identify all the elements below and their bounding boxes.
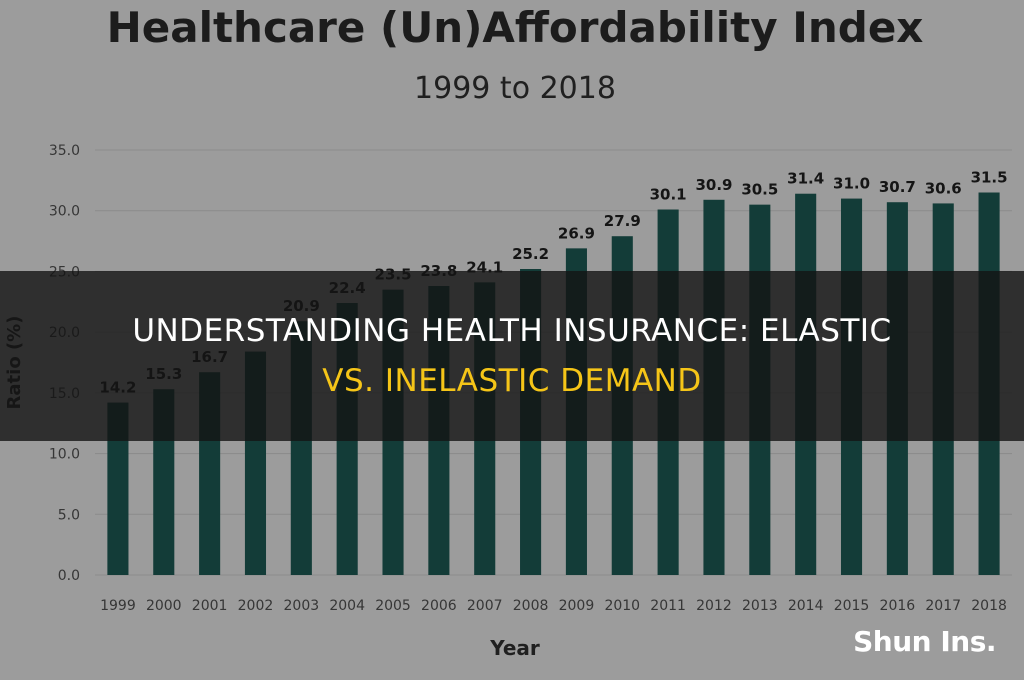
x-tick-label: 2014 xyxy=(788,598,824,614)
bar-value-label: 27.9 xyxy=(604,212,641,230)
article-title-line-2: vs. Inelastic Demand xyxy=(322,363,702,399)
site-watermark: Shun Ins. xyxy=(853,625,996,658)
x-tick-label: 2011 xyxy=(650,598,686,614)
x-tick-label: 2009 xyxy=(559,598,595,614)
x-tick-label: 2002 xyxy=(238,598,274,614)
y-tick-label: 35.0 xyxy=(49,143,80,159)
x-axis-label: Year xyxy=(489,636,540,660)
x-tick-label: 2001 xyxy=(192,598,228,614)
chart-title: Healthcare (Un)Affordability Index xyxy=(107,3,924,52)
x-tick-label: 2013 xyxy=(742,598,778,614)
chart-subtitle: 1999 to 2018 xyxy=(414,71,616,106)
bar-value-label: 30.6 xyxy=(925,179,962,197)
x-tick-label: 2000 xyxy=(146,598,182,614)
y-tick-label: 0.0 xyxy=(58,568,80,584)
bar-value-label: 31.4 xyxy=(787,170,824,188)
bar-value-label: 30.5 xyxy=(741,181,778,199)
bar-value-label: 30.9 xyxy=(695,176,732,194)
bar-value-label: 31.0 xyxy=(833,175,870,193)
x-tick-label: 2010 xyxy=(604,598,640,614)
bar-value-label: 30.1 xyxy=(650,186,687,204)
x-tick-label: 2015 xyxy=(834,598,870,614)
x-tick-label: 2008 xyxy=(513,598,549,614)
x-tick-label: 1999 xyxy=(100,598,136,614)
article-title-line-1: Understanding Health Insurance: Elastic xyxy=(132,313,892,349)
y-tick-label: 5.0 xyxy=(58,507,80,523)
y-tick-label: 10.0 xyxy=(49,447,80,463)
x-tick-label: 2012 xyxy=(696,598,732,614)
bar xyxy=(107,402,129,575)
bar-value-label: 30.7 xyxy=(879,178,916,196)
x-tick-label: 2007 xyxy=(467,598,503,614)
x-tick-label: 2016 xyxy=(880,598,916,614)
x-tick-label: 2003 xyxy=(284,598,320,614)
x-tick-label: 2017 xyxy=(925,598,961,614)
y-tick-label: 30.0 xyxy=(49,204,80,220)
x-tick-label: 2005 xyxy=(375,598,411,614)
article-title-banner: Understanding Health Insurance: Elastic … xyxy=(0,271,1024,441)
x-tick-label: 2018 xyxy=(971,598,1007,614)
x-tick-label: 2004 xyxy=(329,598,365,614)
bar-value-label: 25.2 xyxy=(512,245,549,263)
bar-value-label: 26.9 xyxy=(558,224,595,242)
bar-value-label: 31.5 xyxy=(971,169,1008,187)
x-tick-label: 2006 xyxy=(421,598,457,614)
